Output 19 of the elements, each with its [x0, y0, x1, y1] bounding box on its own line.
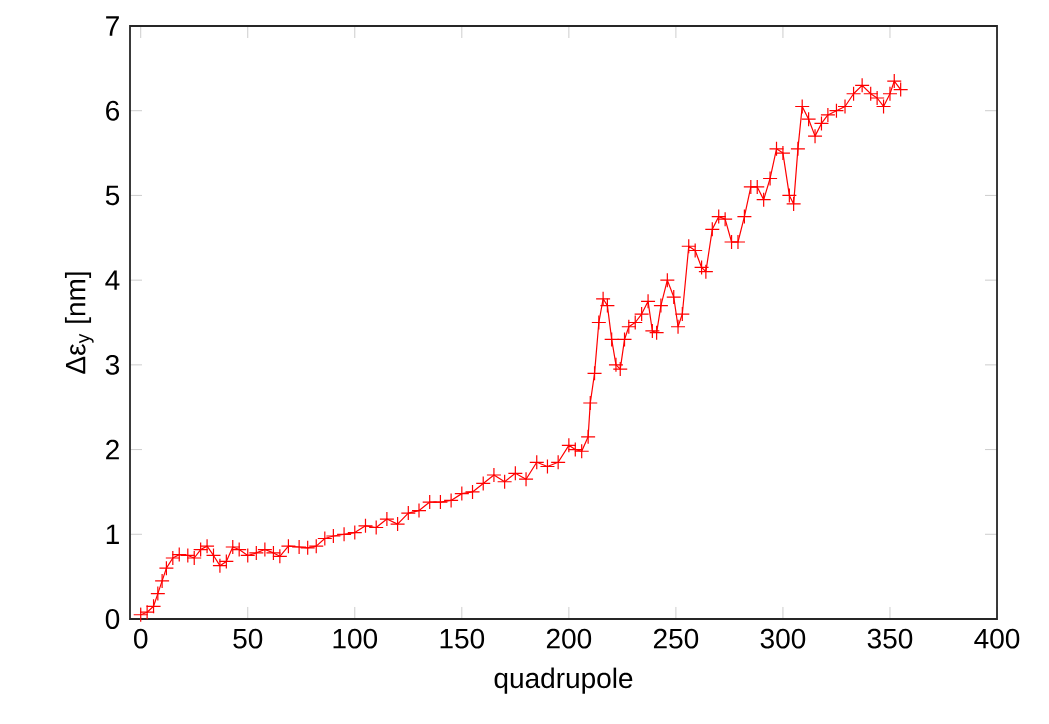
y-tick-label: 7 [106, 16, 119, 36]
x-tick-label: 50 [233, 628, 263, 649]
x-tick-label: 400 [974, 628, 1020, 649]
y-tick-label: 1 [106, 524, 119, 544]
x-tick-label: 350 [867, 628, 913, 649]
y-tick-label: 6 [106, 100, 120, 121]
y-tick-label: 5 [105, 185, 120, 206]
y-tick-label: 3 [105, 354, 120, 375]
x-tick-label: 100 [333, 628, 378, 649]
x-tick-label: 300 [760, 628, 806, 649]
y-tick-label: 0 [105, 609, 120, 629]
x-tick-label: 0 [134, 628, 148, 649]
x-axis-title: quadrupole [494, 667, 633, 694]
y-tick-label: 2 [106, 439, 119, 460]
x-tick-label: 150 [440, 628, 485, 649]
y-tick-label: 4 [105, 270, 120, 290]
x-tick-label: 200 [546, 628, 592, 649]
x-tick-label: 250 [653, 628, 699, 649]
y-axis-title: Δε$_{y}$ [nm] [64, 272, 94, 374]
